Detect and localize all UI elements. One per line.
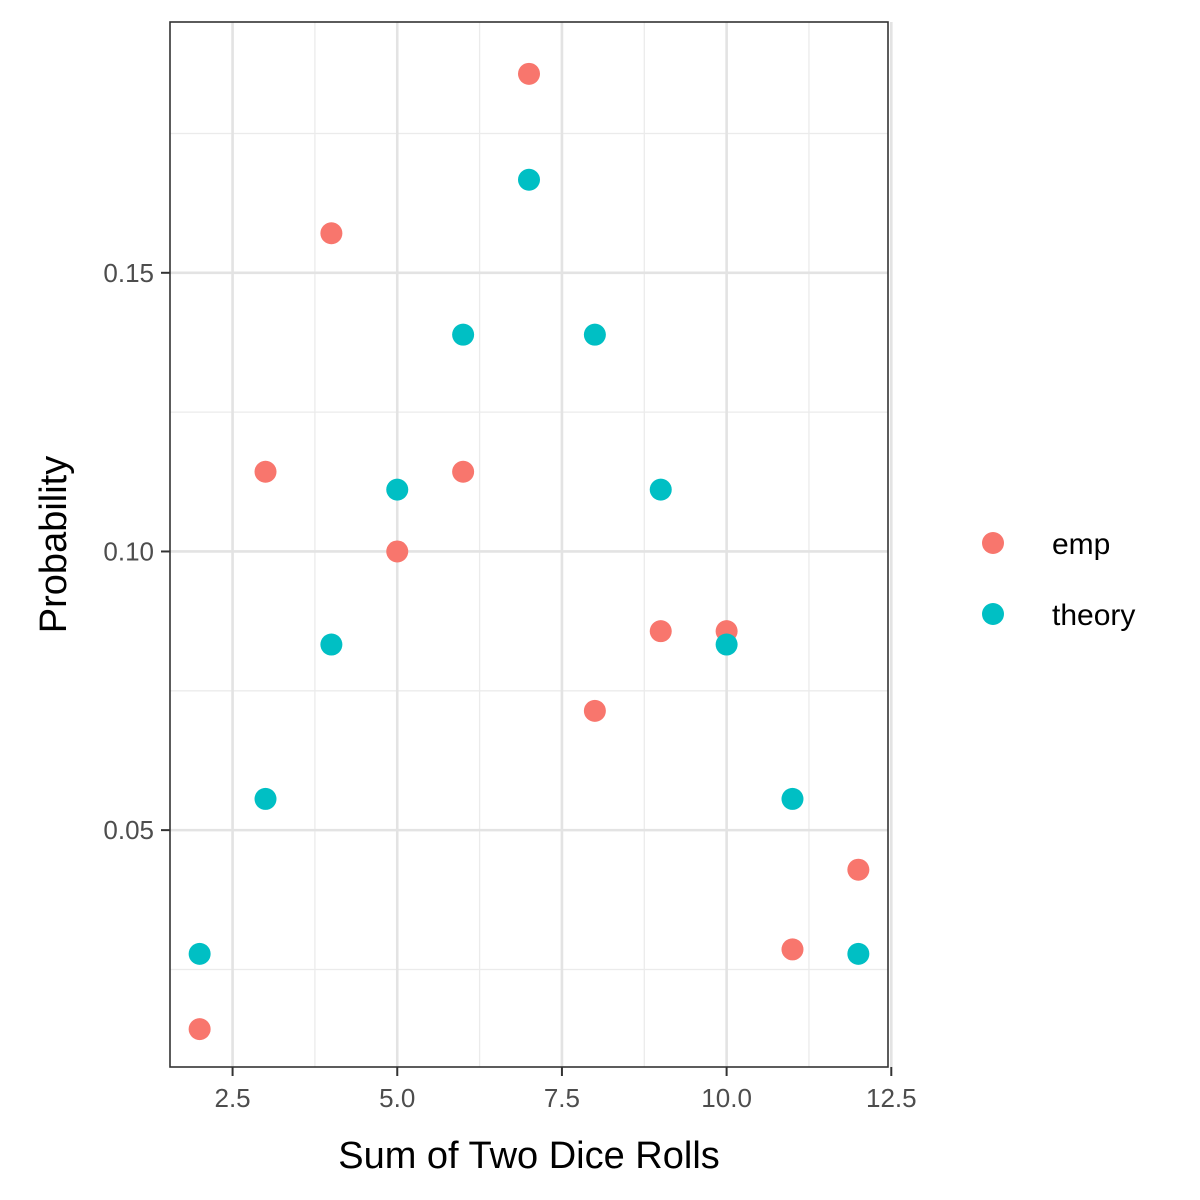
y-tick-label: 0.15: [103, 258, 154, 288]
minor-gridlines: [170, 22, 888, 1067]
data-points: [188, 62, 870, 1041]
x-tick-label: 12.5: [866, 1083, 917, 1113]
x-axis: 2.5 5.0 7.5 10.0 12.5: [214, 1067, 917, 1113]
point-theory: [715, 633, 738, 656]
point-emp: [518, 62, 540, 85]
point-theory: [254, 787, 277, 810]
point-theory: [188, 942, 211, 965]
major-gridlines: [170, 22, 893, 1067]
point-theory: [386, 478, 409, 501]
legend-key-emp: [982, 532, 1004, 554]
point-theory: [781, 787, 804, 810]
point-emp: [649, 620, 672, 643]
x-tick-label: 10.0: [701, 1083, 752, 1113]
point-theory: [847, 942, 870, 965]
point-theory: [320, 633, 343, 656]
x-tick-label: 5.0: [379, 1083, 415, 1113]
legend-key-theory: [982, 603, 1004, 625]
point-emp: [847, 858, 870, 881]
point-emp: [781, 938, 804, 961]
x-axis-title: Sum of Two Dice Rolls: [338, 1135, 720, 1177]
point-emp: [254, 460, 277, 483]
point-emp: [583, 699, 606, 722]
x-tick-label: 2.5: [214, 1083, 250, 1113]
plot-panel-border: [169, 21, 889, 1068]
y-tick-label: 0.10: [103, 536, 154, 566]
legend-label-theory: theory: [1052, 599, 1135, 632]
y-axis-title: Probability: [33, 456, 75, 633]
point-emp: [320, 222, 343, 245]
point-theory: [583, 323, 606, 346]
legend: emp theory: [982, 528, 1135, 632]
point-emp: [452, 460, 475, 483]
y-axis: 0.05 0.10 0.15: [103, 258, 170, 845]
point-theory: [649, 478, 672, 501]
legend-label-emp: emp: [1052, 528, 1110, 561]
point-theory: [518, 168, 540, 191]
x-tick-label: 7.5: [544, 1083, 580, 1113]
point-theory: [452, 323, 475, 346]
y-tick-label: 0.05: [103, 815, 154, 845]
point-emp: [188, 1018, 211, 1041]
point-emp: [386, 540, 409, 563]
